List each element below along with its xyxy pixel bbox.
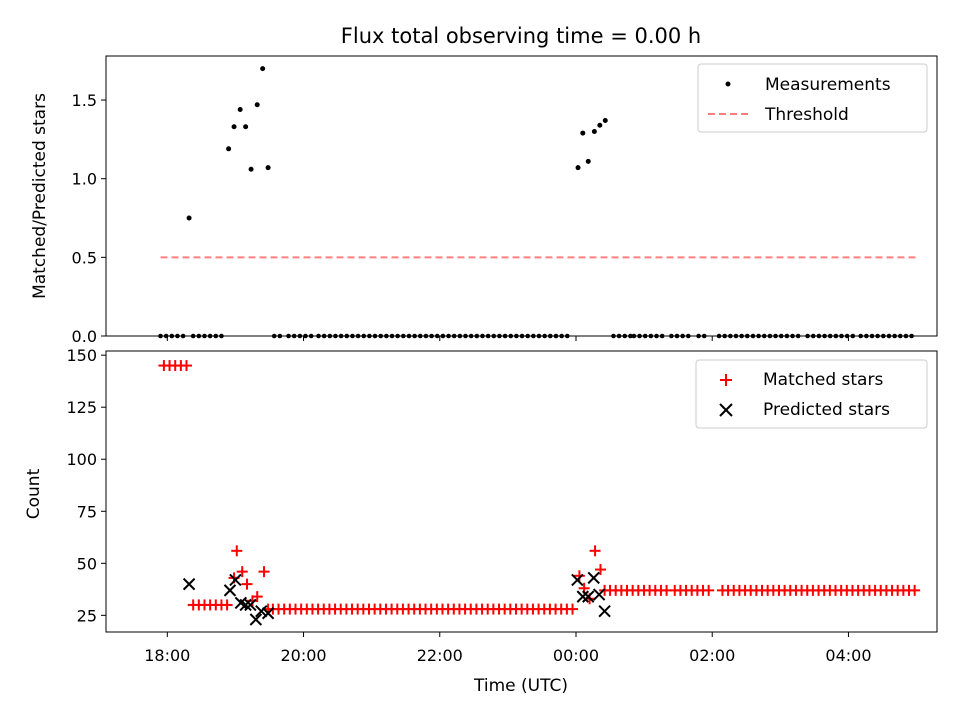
measurement-point — [186, 215, 192, 221]
predicted-star-point-b — [571, 573, 584, 587]
x-tick-label: 18:00 — [144, 646, 190, 665]
measurement-point — [243, 124, 249, 130]
predicted-star-point — [229, 573, 242, 587]
matched-star-point — [181, 360, 193, 372]
top-y-axis-label: Matched/Predicted stars — [30, 93, 50, 299]
chart-title: Flux total observing time = 0.00 h — [341, 24, 701, 48]
predicted-star-point-b — [592, 588, 606, 601]
predicted-star-point — [244, 598, 257, 612]
bottom-y-tick-label: 125 — [66, 398, 97, 417]
matched-star-point — [703, 584, 715, 596]
matched-star-point — [909, 584, 921, 596]
predicted-star-point-b — [261, 607, 275, 620]
predicted-star-point-b — [582, 590, 595, 603]
measurement-point — [580, 130, 586, 136]
predicted-star-point — [592, 588, 606, 601]
legend-matched-label: Matched stars — [763, 370, 883, 390]
matched-star-point — [236, 566, 248, 578]
bottom-y-tick-label: 50 — [77, 554, 97, 573]
matched-star-point — [221, 599, 233, 611]
predicted-star-point — [182, 577, 196, 591]
legend-matched-marker — [720, 374, 732, 386]
predicted-star-point — [582, 590, 595, 603]
bottom-legend: Matched stars Predicted stars — [695, 359, 928, 429]
legend-measurements-label: Measurements — [765, 75, 891, 95]
predicted-star-point — [598, 604, 611, 618]
measurement-point — [248, 166, 254, 172]
bottom-plot-frame — [105, 350, 938, 633]
predicted-star-point-b — [239, 598, 252, 612]
x-tick-label: 22:00 — [417, 646, 463, 665]
measurement-point — [237, 106, 243, 112]
top-legend: Measurements Threshold — [697, 63, 928, 133]
matched-star-point — [231, 545, 243, 557]
predicted-star-point-b — [229, 573, 242, 587]
matched-star-point — [589, 545, 601, 557]
top-y-tick-label: 0.5 — [72, 248, 97, 267]
predicted-star-point — [587, 571, 600, 585]
measurement-point — [260, 66, 266, 72]
measurement-point — [226, 146, 232, 152]
bottom-y-tick-label: 100 — [66, 450, 97, 469]
matched-star-point — [258, 566, 270, 578]
measurement-point — [231, 124, 237, 130]
predicted-star-point — [223, 584, 237, 597]
x-tick-label: 02:00 — [689, 646, 735, 665]
matched-star-point — [573, 570, 585, 582]
measurement-point — [585, 158, 591, 164]
bottom-y-tick-label: 25 — [77, 606, 97, 625]
x-tick-label: 04:00 — [825, 646, 871, 665]
measurement-point — [254, 102, 260, 108]
matched-star-point — [567, 603, 579, 615]
predicted-star-point-b — [587, 571, 600, 585]
top-y-tick-label: 1.0 — [72, 170, 97, 189]
x-tick-label: 20:00 — [280, 646, 326, 665]
top-panel: 0.0 0.5 1.0 1.5 — [72, 66, 917, 346]
legend-threshold-label: Threshold — [764, 105, 849, 125]
bottom-y-tick-label: 150 — [66, 346, 97, 365]
predicted-star-point-b — [576, 590, 590, 603]
predicted-star-point — [255, 604, 268, 618]
predicted-star-point — [239, 598, 252, 612]
bottom-y-axis-label: Count — [24, 468, 44, 519]
legend-measurements-marker — [725, 81, 731, 87]
predicted-star-point — [576, 590, 590, 603]
measurement-point — [602, 117, 608, 123]
predicted-star-point-b — [182, 577, 196, 591]
top-plot-frame — [105, 55, 938, 337]
bottom-panel: 25 50 75 100 125 150 18:00 20:00 22:00 00:00 02:00… — [66, 346, 921, 665]
predicted-star-point-b — [234, 596, 248, 610]
bottom-y-tick-label: 75 — [77, 502, 97, 521]
measurement-point — [591, 129, 597, 135]
measurement-point — [265, 165, 271, 171]
predicted-star-point-b — [598, 604, 611, 618]
predicted-star-point-b — [255, 604, 268, 618]
measurement-point — [597, 122, 603, 128]
matched-star-point — [241, 578, 253, 590]
predicted-star-point-b — [249, 613, 263, 626]
top-y-tick-label: 1.5 — [72, 91, 97, 110]
matched-star-point — [595, 564, 607, 576]
x-tick-label: 00:00 — [553, 646, 599, 665]
predicted-star-point — [571, 573, 584, 587]
x-axis-label: Time (UTC) — [473, 676, 568, 696]
predicted-star-point — [249, 613, 263, 626]
predicted-star-point-b — [223, 584, 237, 597]
predicted-star-point-b — [244, 598, 257, 612]
top-y-tick-label: 0.0 — [72, 327, 97, 346]
measurement-point — [575, 165, 581, 171]
legend-predicted-label: Predicted stars — [763, 400, 890, 420]
predicted-star-point — [261, 607, 275, 620]
top-legend-box — [697, 63, 928, 133]
matched-star-point — [251, 591, 263, 603]
legend-predicted-marker — [719, 403, 733, 417]
bottom-legend-box — [695, 359, 928, 429]
